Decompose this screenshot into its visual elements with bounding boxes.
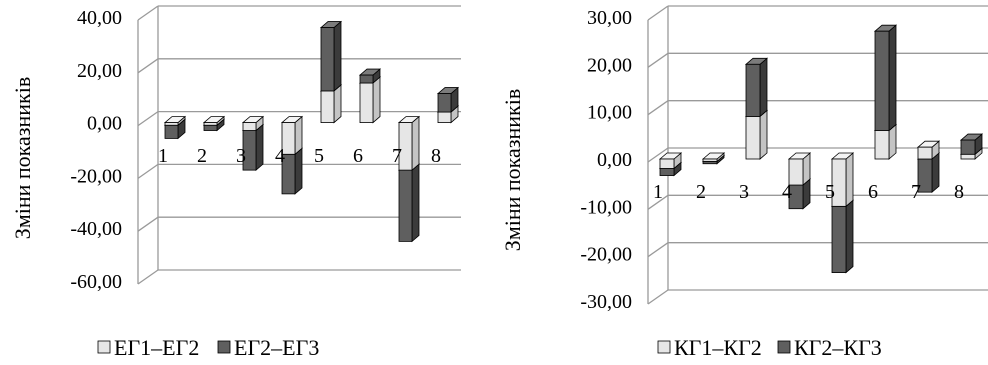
bar-7-series-1: [916, 140, 941, 160]
gridline-side: [137, 111, 159, 127]
bar-1-series-1: [658, 152, 683, 170]
x-tick-label: 7: [911, 181, 921, 203]
gridline-side: [137, 216, 159, 232]
bars: [658, 24, 984, 274]
legend-label: ЕГ2–ЕГ3: [234, 335, 319, 360]
y-tick-labels: 40,00 20,00 0,00 -20,00 -40,00 -60,00: [70, 7, 122, 293]
y-tick-label: -60,00: [70, 271, 122, 293]
y-axis-label: Зміни показників: [500, 89, 525, 251]
y-tick-label: 20,00: [587, 54, 632, 76]
legend-swatch: [777, 340, 791, 354]
legend-swatch: [657, 340, 671, 354]
chart-right: 30,00 20,00 10,00 0,00 -10,00 -20,00 -30,00 Змі…: [500, 5, 988, 360]
bar-1-series-1: [163, 115, 187, 127]
legend-label: КГ1–КГ2: [674, 335, 762, 360]
bar-3-series-2: [744, 57, 769, 118]
x-tick-label: 5: [314, 145, 324, 167]
gridline-side: [647, 289, 669, 305]
y-tick-label: -20,00: [70, 165, 122, 187]
gridline-side: [647, 147, 669, 163]
bar-3-series-1: [744, 109, 769, 160]
y-tick-label: -20,00: [580, 244, 632, 266]
y-tick-label: 0,00: [87, 113, 122, 135]
bar-4-series-1: [280, 115, 304, 156]
y-tick-label: -30,00: [580, 291, 632, 313]
legend-label: КГ2–КГ3: [794, 335, 882, 360]
gridline-side: [137, 58, 159, 74]
bar-6-series-1: [358, 76, 382, 124]
bar-4-series-2: [280, 147, 304, 195]
legend-swatch: [97, 340, 111, 354]
gridline-side: [137, 5, 159, 21]
gridline-side: [647, 100, 669, 116]
bar-6-series-2: [358, 68, 382, 84]
bar-2-series-1: [701, 152, 726, 163]
bar-3-series-2: [241, 123, 265, 171]
x-tick-label: 2: [696, 181, 706, 203]
bar-5-series-2: [319, 20, 343, 92]
legend: ЕГ1–ЕГ2 ЕГ2–ЕГ3: [97, 335, 319, 360]
x-tick-label: 3: [739, 181, 749, 203]
x-tick-label: 4: [782, 181, 792, 203]
x-tick-label: 4: [275, 145, 285, 167]
gridlines: [647, 5, 988, 305]
bar-4-series-1: [787, 152, 812, 186]
y-tick-label: -40,00: [70, 218, 122, 240]
legend: КГ1–КГ2 КГ2–КГ3: [657, 335, 882, 360]
bar-5-series-1: [319, 84, 343, 124]
gridline-side: [137, 269, 159, 285]
y-tick-labels: 30,00 20,00 10,00 0,00 -10,00 -20,00 -30,00: [580, 7, 632, 313]
bar-3-series-1: [241, 115, 265, 132]
bar-5-series-2: [830, 199, 855, 274]
bar-7-series-2: [397, 163, 421, 243]
y-tick-label: 10,00: [587, 102, 632, 124]
bar-8-series-2: [959, 133, 984, 156]
x-tick-label: 1: [653, 181, 663, 203]
x-tick-labels: 1 2 3 4 5 6 7 8: [158, 145, 441, 167]
gridline-side: [137, 163, 159, 179]
bar-6-series-2: [873, 24, 898, 132]
bars: [163, 20, 460, 243]
y-tick-label: 0,00: [597, 149, 632, 171]
x-tick-label: 8: [954, 181, 964, 203]
x-tick-label: 1: [158, 145, 168, 167]
bar-7-series-1: [397, 115, 421, 171]
gridline-side: [647, 242, 669, 258]
chart-left: 40,00 20,00 0,00 -20,00 -40,00 -60,00 Зміни по…: [10, 5, 461, 360]
y-tick-label: -10,00: [580, 196, 632, 218]
y-tick-label: 30,00: [587, 7, 632, 29]
x-tick-label: 6: [353, 145, 363, 167]
gridline-side: [647, 52, 669, 68]
gridlines: [137, 5, 461, 285]
gridline-side: [647, 194, 669, 210]
gridline-side: [647, 5, 669, 21]
x-tick-labels: 1 2 3 4 5 6 7 8: [653, 181, 964, 203]
x-tick-label: 6: [868, 181, 878, 203]
x-tick-label: 5: [825, 181, 835, 203]
legend-label: ЕГ1–ЕГ2: [114, 335, 199, 360]
y-tick-label: 20,00: [77, 60, 122, 82]
x-tick-label: 7: [392, 145, 402, 167]
bar-2-series-1: [202, 115, 226, 127]
bar-8-series-2: [436, 86, 460, 113]
bar-5-series-1: [830, 152, 855, 208]
x-tick-label: 3: [236, 145, 246, 167]
legend-swatch: [217, 340, 231, 354]
y-tick-label: 40,00: [77, 7, 122, 29]
y-axis-label: Зміни показників: [10, 77, 35, 239]
x-tick-label: 2: [197, 145, 207, 167]
x-tick-label: 8: [431, 145, 441, 167]
